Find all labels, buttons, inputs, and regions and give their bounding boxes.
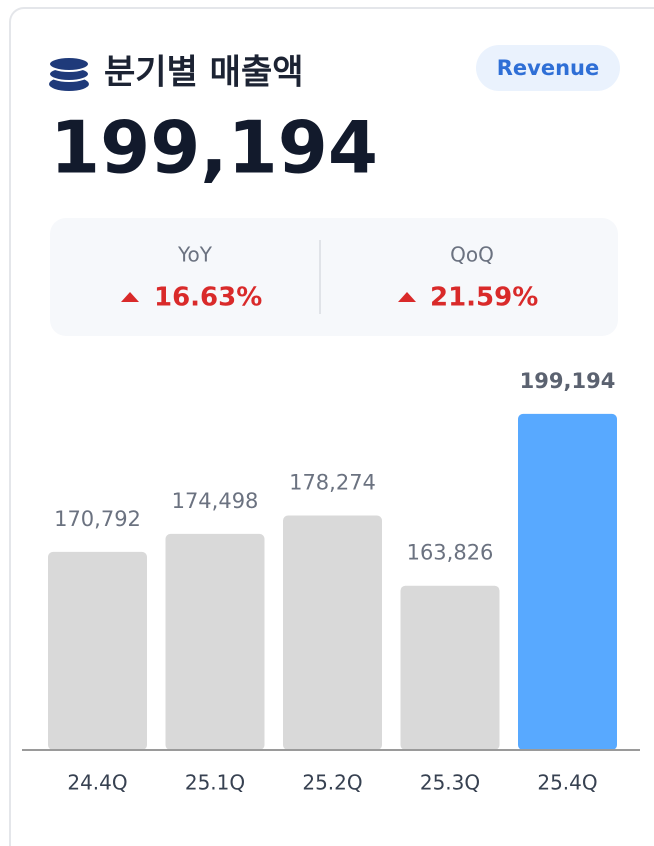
x-tick-label: 24.4Q <box>67 771 127 795</box>
stat-label: YoY <box>177 243 213 267</box>
headline-value: 199,194 <box>50 106 378 190</box>
x-tick-label: 25.3Q <box>420 771 480 795</box>
x-tick-label: 25.2Q <box>302 771 362 795</box>
stat-value: 16.63% <box>154 283 262 313</box>
value-label: 199,194 <box>520 369 616 393</box>
coin-icon <box>48 56 90 91</box>
bar <box>165 533 265 750</box>
value-label: 174,498 <box>172 489 259 513</box>
x-tick-label: 25.1Q <box>185 771 245 795</box>
value-label: 170,792 <box>54 507 141 531</box>
stat-value: 21.59% <box>430 283 538 313</box>
bar-chart: 170,792 24.4Q 174,498 25.1Q 178,274 25.2Q 163,… <box>22 369 640 795</box>
bar <box>518 413 617 750</box>
up-arrow <box>398 292 416 302</box>
bar <box>400 585 500 750</box>
badge-text: Revenue <box>497 56 600 80</box>
stat-label: QoQ <box>450 243 494 267</box>
value-label: 178,274 <box>289 471 376 495</box>
x-tick-label: 25.4Q <box>537 771 597 795</box>
stats-box <box>50 218 618 336</box>
card-title: 분기별 매출액 <box>104 53 304 93</box>
value-label: 163,826 <box>407 541 494 565</box>
up-arrow <box>121 292 139 302</box>
bar <box>283 515 382 750</box>
badge <box>476 45 620 91</box>
bar <box>48 551 147 750</box>
